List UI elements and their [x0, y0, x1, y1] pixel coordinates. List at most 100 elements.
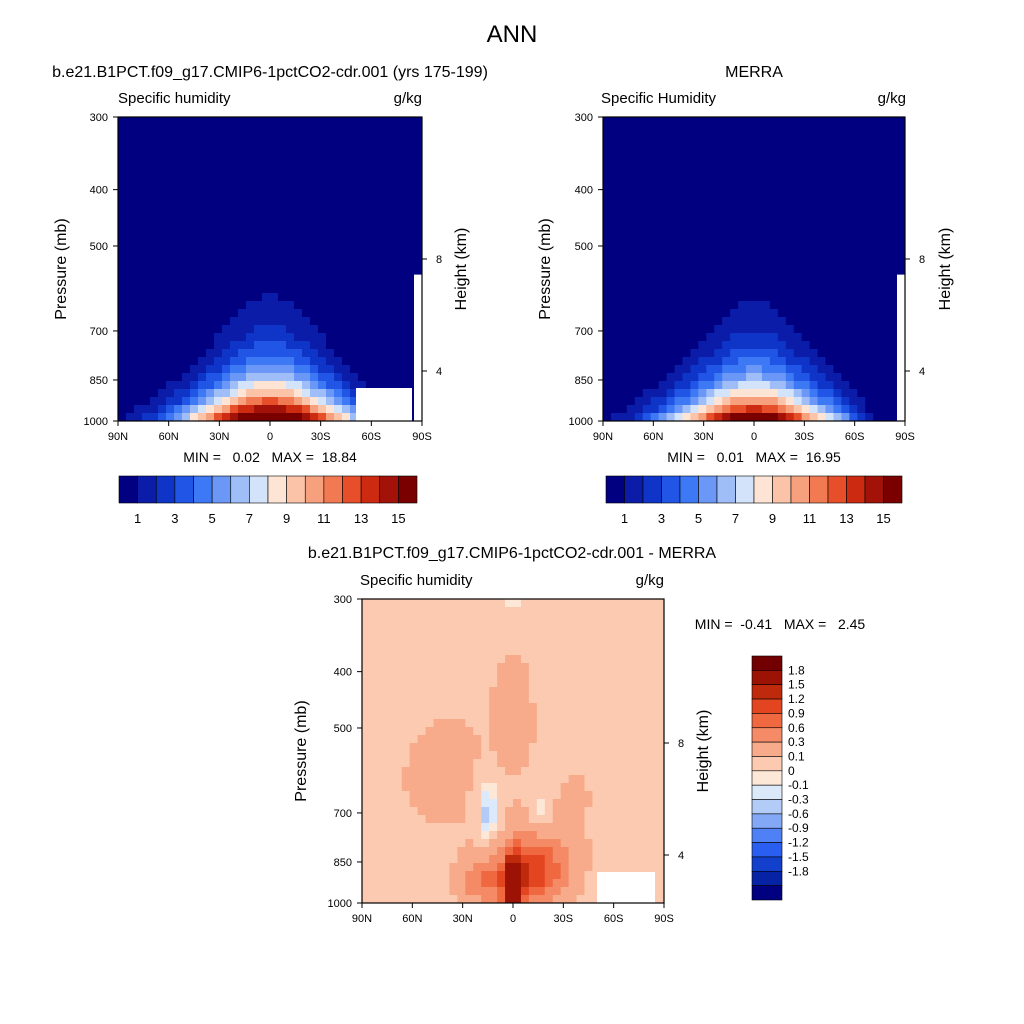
- field-cell: [262, 157, 271, 166]
- field-cell: [560, 743, 570, 752]
- field-cell: [126, 117, 135, 126]
- field-cell: [190, 141, 199, 150]
- field-cell: [714, 349, 723, 358]
- field-cell: [754, 381, 763, 390]
- field-cell: [793, 197, 803, 206]
- field-cell: [350, 365, 359, 374]
- field-cell: [552, 631, 562, 640]
- field-cell: [302, 413, 311, 422]
- field-cell: [706, 245, 715, 254]
- field-cell: [377, 703, 387, 712]
- field-cell: [393, 743, 403, 752]
- field-cell: [118, 293, 127, 302]
- field-cell: [342, 189, 351, 198]
- field-cell: [698, 413, 707, 422]
- field-cell: [865, 133, 874, 142]
- field-cell: [377, 695, 387, 704]
- field-cell: [738, 349, 747, 358]
- field-cell: [126, 165, 135, 174]
- field-cell: [150, 261, 159, 270]
- field-cell: [809, 381, 818, 390]
- field-cell: [401, 599, 411, 608]
- field-cell: [393, 751, 403, 760]
- field-cell: [366, 181, 375, 190]
- field-cell: [118, 229, 127, 238]
- field-cell: [634, 301, 644, 310]
- field-cell: [889, 157, 898, 166]
- field-cell: [118, 245, 127, 254]
- field-cell: [650, 277, 660, 286]
- field-cell: [270, 173, 279, 182]
- field-cell: [190, 149, 199, 158]
- field-cell: [714, 117, 723, 126]
- field-cell: [632, 743, 641, 752]
- field-cell: [366, 189, 375, 198]
- field-cell: [761, 213, 771, 222]
- field-cell: [761, 413, 771, 422]
- field-cell: [262, 213, 271, 222]
- field-cell: [674, 261, 683, 270]
- field-cell: [825, 341, 834, 350]
- missing-data-mask: [597, 872, 655, 903]
- field-cell: [746, 165, 755, 174]
- field-cell: [656, 679, 665, 688]
- field-cell: [206, 349, 215, 358]
- field-cell: [441, 767, 450, 776]
- field-cell: [182, 117, 191, 126]
- field-cell: [342, 181, 351, 190]
- field-cell: [576, 743, 585, 752]
- field-cell: [409, 687, 419, 696]
- field-cell: [318, 213, 327, 222]
- field-cell: [294, 189, 303, 198]
- field-cell: [513, 783, 522, 792]
- field-cell: [690, 165, 699, 174]
- field-cell: [465, 639, 474, 648]
- field-cell: [881, 229, 890, 238]
- field-cell: [481, 743, 490, 752]
- field-cell: [222, 373, 231, 382]
- field-cell: [222, 405, 231, 414]
- field-cell: [666, 349, 675, 358]
- field-cell: [626, 325, 636, 334]
- field-cell: [603, 277, 612, 286]
- field-cell: [505, 607, 514, 616]
- field-cell: [825, 221, 834, 230]
- field-cell: [849, 221, 858, 230]
- field-cell: [342, 269, 351, 278]
- field-cell: [560, 631, 570, 640]
- field-cell: [174, 197, 183, 206]
- field-cell: [857, 253, 866, 262]
- field-cell: [449, 679, 458, 688]
- field-cell: [489, 807, 498, 816]
- field-cell: [544, 871, 554, 880]
- field-cell: [425, 743, 434, 752]
- field-cell: [642, 245, 652, 254]
- field-cell: [793, 405, 803, 414]
- field-cell: [425, 639, 434, 648]
- field-cell: [350, 133, 359, 142]
- field-cell: [610, 269, 620, 278]
- field-cell: [841, 365, 850, 374]
- field-cell: [182, 237, 191, 246]
- field-cell: [536, 815, 546, 824]
- field-cell: [441, 831, 450, 840]
- field-cell: [182, 157, 191, 166]
- field-cell: [857, 349, 866, 358]
- field-cell: [198, 261, 207, 270]
- field-cell: [873, 325, 882, 334]
- field-cell: [505, 623, 514, 632]
- field-cell: [377, 823, 387, 832]
- field-cell: [632, 727, 641, 736]
- field-cell: [393, 839, 403, 848]
- field-cell: [150, 197, 159, 206]
- field-cell: [592, 895, 601, 904]
- field-cell: [809, 301, 818, 310]
- field-cell: [568, 647, 577, 656]
- field-cell: [568, 887, 577, 896]
- field-cell: [552, 855, 562, 864]
- field-cell: [584, 711, 593, 720]
- field-cell: [536, 847, 546, 856]
- field-cell: [722, 125, 731, 134]
- field-cell: [584, 887, 593, 896]
